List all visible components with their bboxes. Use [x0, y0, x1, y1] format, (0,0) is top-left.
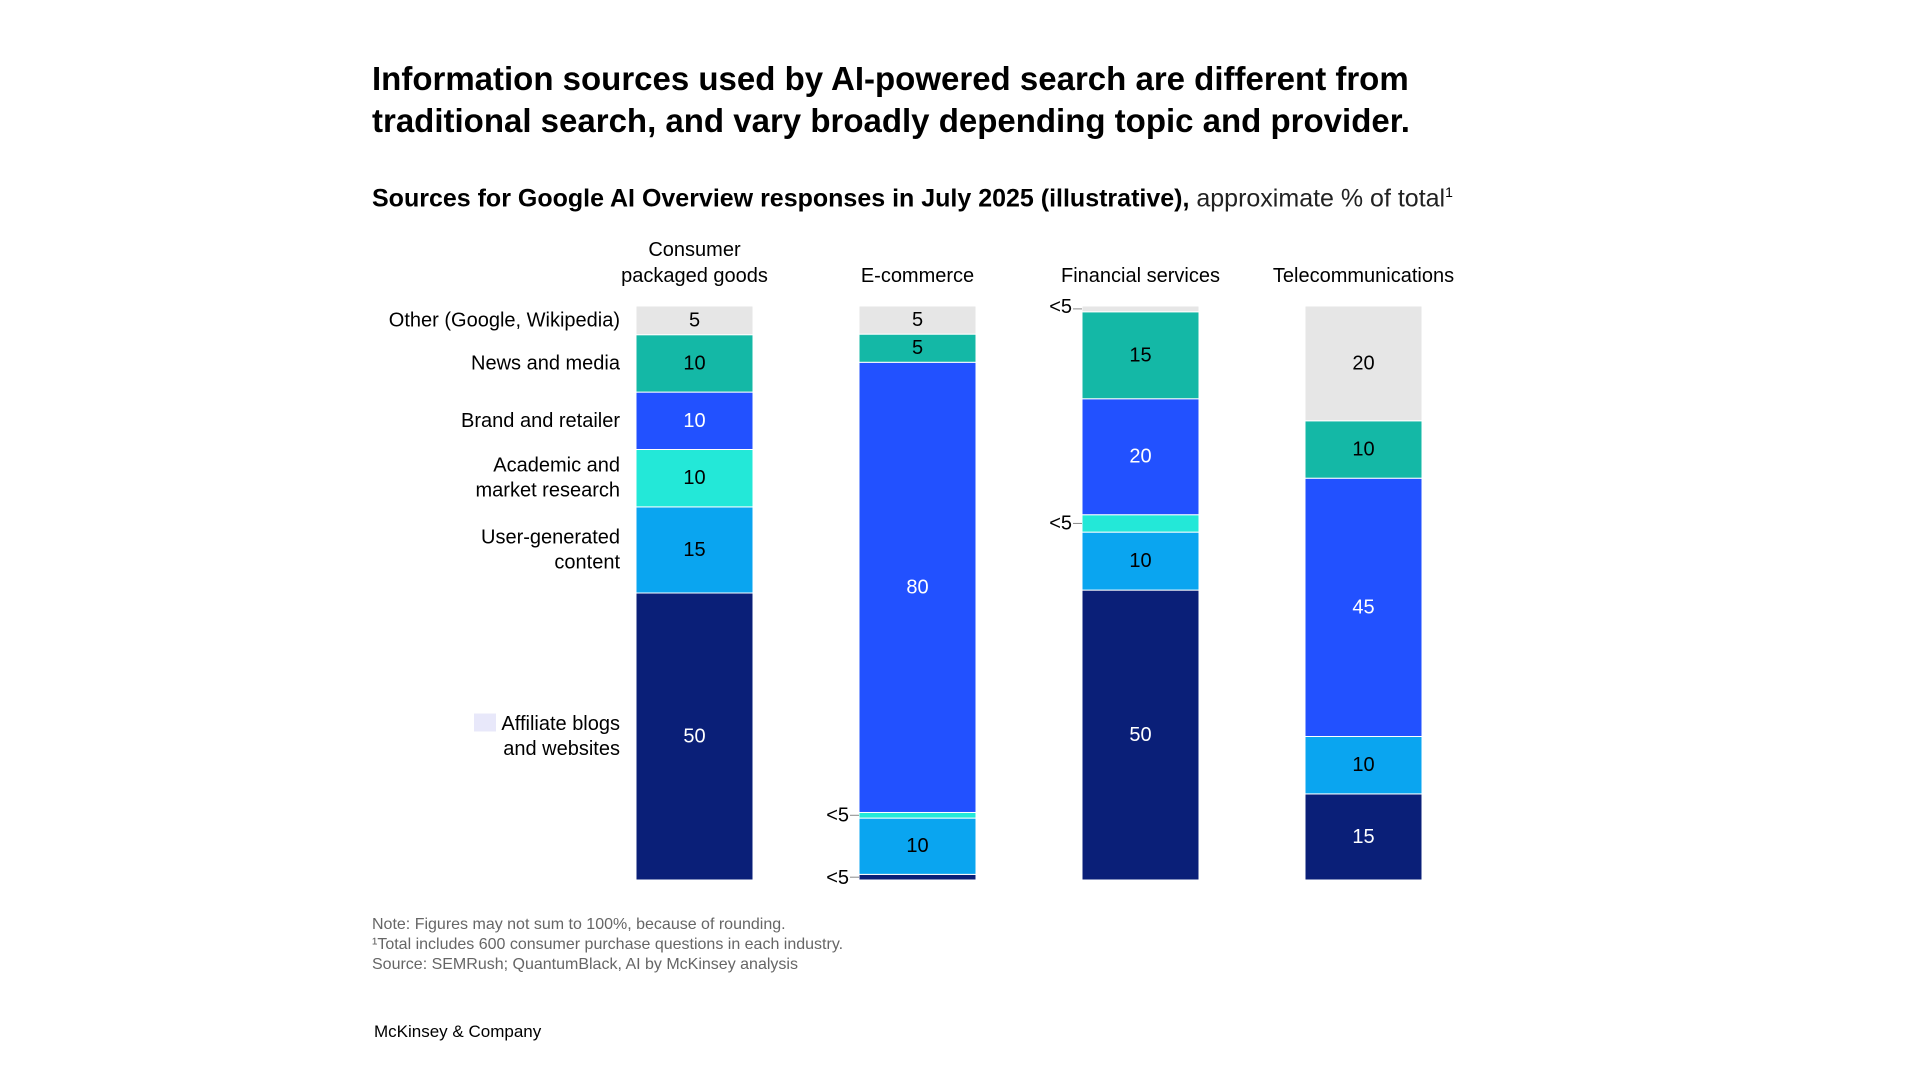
value-label-0-4: 10 [683, 352, 705, 374]
note-footnote: ¹Total includes 600 consumer purchase qu… [372, 936, 844, 953]
category-label-3-0: Telecommunications [1273, 265, 1454, 287]
category-label-0-0: Consumer [648, 239, 741, 261]
value-label-3-5: 20 [1352, 352, 1374, 374]
chart-title: Information sources used by AI-powered s… [372, 60, 1410, 139]
note-source: Source: SEMRush; QuantumBlack, AI by McK… [372, 956, 798, 973]
category-label-0-1: packaged goods [621, 265, 768, 287]
category-label-1-0: E-commerce [861, 265, 974, 287]
value-label-0-1: 15 [683, 539, 705, 561]
value-label-2-1: 10 [1129, 550, 1151, 572]
bar-segment-0-1 [635, 506, 754, 594]
value-label-3-1: 10 [1352, 754, 1374, 776]
value-label-1-4: 5 [912, 337, 923, 359]
note-rounding: Note: Figures may not sum to 100%, becau… [372, 916, 786, 933]
bar-segment-1-5 [858, 305, 977, 335]
bar-segment-3-3 [1304, 477, 1423, 737]
bar-segment-2-5 [1081, 305, 1200, 313]
value-label-0-2: 10 [683, 467, 705, 489]
value-label-2-2: <5 [1049, 512, 1072, 534]
value-label-1-3: 80 [906, 576, 928, 598]
legend-label-1-0: User-generated [481, 526, 620, 548]
bar-segment-0-2 [635, 449, 754, 508]
value-label-2-0: 50 [1129, 724, 1151, 746]
value-label-2-4: 15 [1129, 344, 1151, 366]
legend-label-5-0: Other (Google, Wikipedia) [389, 309, 620, 331]
category-label-2-0: Financial services [1061, 265, 1220, 287]
legend-label-4-0: News and media [471, 352, 621, 374]
bar-segment-0-5 [635, 305, 754, 336]
legend-label-1-1: content [554, 551, 620, 573]
subtitle-footnote-mark: 1 [1445, 184, 1453, 200]
bar-segment-3-1 [1304, 736, 1423, 795]
value-label-0-5: 5 [689, 309, 700, 331]
legend-label-3-0: Brand and retailer [461, 410, 620, 432]
bar-segment-3-5 [1304, 305, 1423, 422]
value-label-0-3: 10 [683, 410, 705, 432]
legend-label-2-0: Academic and [493, 455, 620, 477]
subtitle-regular: approximate % of total [1189, 184, 1446, 213]
value-label-3-4: 10 [1352, 439, 1374, 461]
value-label-3-3: 45 [1352, 596, 1374, 618]
bar-segment-2-2 [1081, 514, 1200, 533]
value-label-1-2: <5 [826, 804, 849, 826]
value-label-1-5: 5 [912, 309, 923, 331]
value-label-3-0: 15 [1352, 826, 1374, 848]
bar-segment-2-0 [1081, 589, 1200, 881]
bar-segment-0-3 [635, 391, 754, 451]
bar-segment-1-1 [858, 817, 977, 875]
chart-notes: Note: Figures may not sum to 100%, becau… [372, 915, 843, 975]
value-label-0-0: 50 [683, 726, 705, 748]
bar-segment-3-4 [1304, 420, 1423, 479]
brand-logo-text: McKinsey & Company [374, 1022, 542, 1041]
bar-segment-1-3 [858, 361, 977, 813]
value-label-1-1: 10 [906, 835, 928, 857]
legend-label-0-0: Affiliate blogs [501, 713, 620, 735]
legend-label-2-1: market research [476, 480, 621, 502]
value-label-2-3: 20 [1129, 446, 1151, 468]
bar-segment-2-1 [1081, 531, 1200, 591]
bar-segment-1-4 [858, 333, 977, 363]
chart-subtitle: Sources for Google AI Overview responses… [372, 184, 1453, 213]
bar-segment-1-2 [858, 811, 977, 819]
bar-segment-2-4 [1081, 311, 1200, 400]
value-label-1-0: <5 [826, 867, 849, 889]
bar-segment-0-0 [635, 592, 754, 881]
value-label-2-5: <5 [1049, 296, 1072, 318]
legend-highlight-mark [474, 713, 496, 732]
subtitle-bold: Sources for Google AI Overview responses… [372, 184, 1190, 213]
legend-label-0-1: and websites [503, 738, 620, 760]
bar-segment-1-0 [858, 873, 977, 881]
